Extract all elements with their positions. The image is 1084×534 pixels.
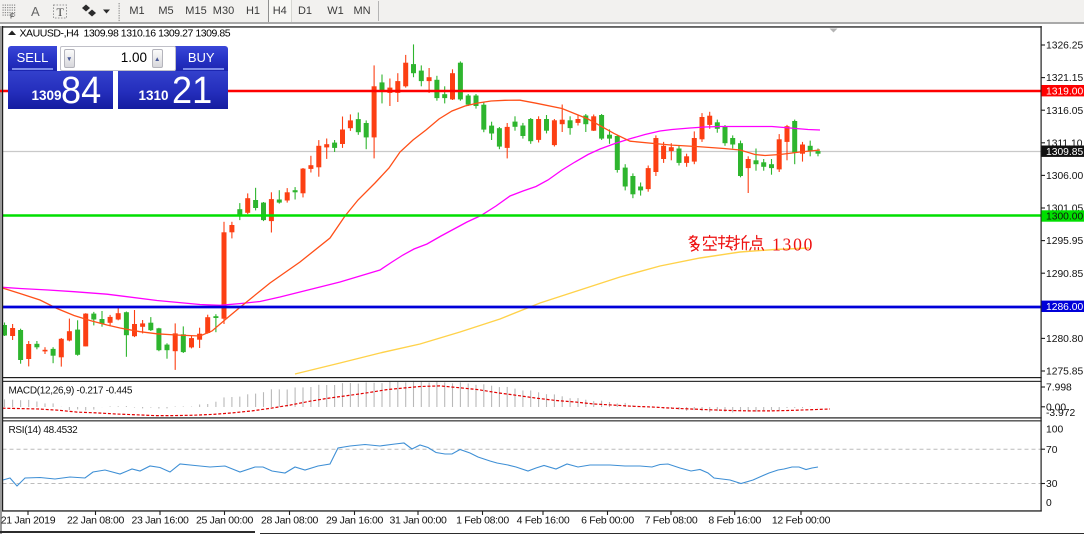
svg-text:A: A (31, 4, 40, 19)
svg-text:0.00: 0.00 (1046, 402, 1066, 413)
svg-text:0: 0 (1046, 498, 1052, 509)
svg-text:28 Jan 08:00: 28 Jan 08:00 (261, 515, 319, 527)
svg-text:T: T (57, 5, 65, 19)
svg-text:MACD(12,26,9) -0.217 -0.445: MACD(12,26,9) -0.217 -0.445 (9, 386, 133, 397)
svg-text:100: 100 (1046, 425, 1063, 436)
svg-text:1321.15: 1321.15 (1046, 73, 1083, 84)
svg-text:8 Feb 16:00: 8 Feb 16:00 (708, 515, 761, 527)
svg-text:4 Feb 16:00: 4 Feb 16:00 (517, 515, 570, 527)
svg-text:1311.10: 1311.10 (1046, 138, 1083, 149)
svg-text:F: F (10, 12, 15, 21)
svg-text:21 Jan 2019: 21 Jan 2019 (1, 515, 56, 527)
svg-text:1316.05: 1316.05 (1046, 106, 1083, 117)
svg-text:25 Jan 00:00: 25 Jan 00:00 (196, 515, 254, 527)
svg-text:1280.80: 1280.80 (1046, 334, 1083, 345)
svg-text:70: 70 (1046, 445, 1058, 456)
svg-text:1290.85: 1290.85 (1046, 269, 1083, 280)
svg-text:1319.00: 1319.00 (1046, 86, 1083, 97)
svg-text:1 Feb 08:00: 1 Feb 08:00 (456, 515, 509, 527)
svg-text:1301.05: 1301.05 (1046, 204, 1083, 215)
svg-text:-3.972: -3.972 (1046, 408, 1075, 419)
svg-text:23 Jan 16:00: 23 Jan 16:00 (131, 515, 189, 527)
svg-text:29 Jan 16:00: 29 Jan 16:00 (326, 515, 384, 527)
svg-text:1275.85: 1275.85 (1046, 367, 1083, 378)
svg-text:31 Jan 00:00: 31 Jan 00:00 (389, 515, 447, 527)
svg-text:12 Feb 00:00: 12 Feb 00:00 (772, 515, 831, 527)
svg-text:22 Jan 08:00: 22 Jan 08:00 (67, 515, 125, 527)
svg-text:1326.25: 1326.25 (1046, 41, 1083, 52)
svg-text:1295.95: 1295.95 (1046, 236, 1083, 247)
svg-text:30: 30 (1046, 479, 1058, 490)
svg-text:1306.00: 1306.00 (1046, 171, 1083, 182)
svg-text:1300: 1300 (772, 235, 814, 255)
svg-text:1286.00: 1286.00 (1046, 302, 1083, 313)
svg-text:7.998: 7.998 (1046, 383, 1072, 394)
svg-text:RSI(14) 48.4532: RSI(14) 48.4532 (9, 425, 79, 436)
svg-text:XAUUSD-,H4 1309.98 1310.16 13: XAUUSD-,H4 1309.98 1310.16 1309.27 1309.… (20, 28, 231, 40)
svg-text:1300.00: 1300.00 (1046, 212, 1083, 223)
svg-text:1309.85: 1309.85 (1046, 147, 1083, 158)
svg-text:6 Feb 00:00: 6 Feb 00:00 (581, 515, 634, 527)
svg-text:7 Feb 08:00: 7 Feb 08:00 (645, 515, 698, 527)
